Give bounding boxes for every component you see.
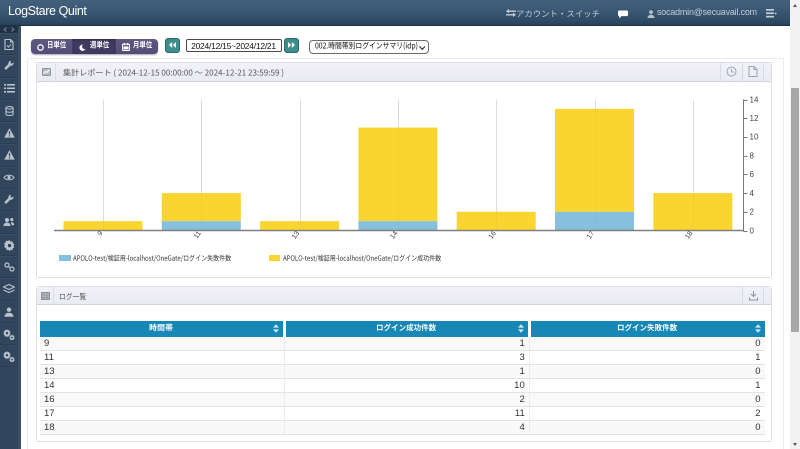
svg-text:18: 18 — [684, 230, 694, 240]
svg-text:11: 11 — [193, 230, 203, 240]
svg-text:6: 6 — [750, 170, 755, 179]
svg-text:14: 14 — [389, 230, 399, 240]
svg-text:17: 17 — [586, 230, 596, 240]
svg-text:2: 2 — [750, 208, 755, 217]
svg-text:10: 10 — [750, 133, 759, 142]
svg-text:4: 4 — [750, 189, 755, 198]
svg-text:14: 14 — [750, 95, 759, 104]
svg-text:0: 0 — [750, 226, 755, 235]
svg-text:13: 13 — [291, 230, 301, 240]
svg-text:16: 16 — [488, 230, 498, 240]
svg-text:8: 8 — [750, 151, 755, 160]
svg-text:12: 12 — [750, 114, 759, 123]
svg-text:9: 9 — [97, 230, 105, 237]
